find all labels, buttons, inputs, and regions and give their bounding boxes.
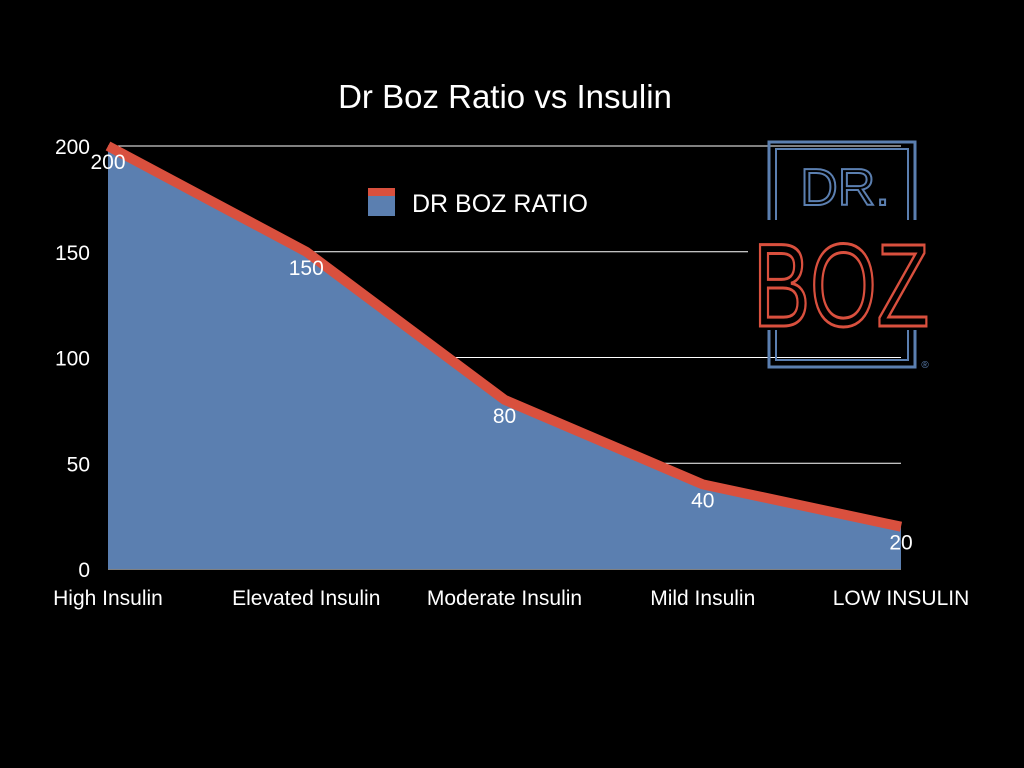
x-tick-label: Moderate Insulin — [427, 587, 582, 610]
logo-text-dr: DR. — [800, 159, 890, 217]
y-tick-label: 200 — [55, 136, 90, 159]
y-tick-label: 50 — [67, 453, 90, 476]
legend-label: DR BOZ RATIO — [412, 190, 588, 218]
x-tick-label: LOW INSULIN — [833, 587, 970, 610]
x-tick-label: Mild Insulin — [650, 587, 755, 610]
legend: DR BOZ RATIO — [368, 188, 588, 218]
chart-title: Dr Boz Ratio vs Insulin — [338, 78, 672, 115]
y-tick-label: 150 — [55, 242, 90, 265]
legend-swatch-line — [368, 188, 395, 196]
data-label: 80 — [493, 405, 516, 428]
x-tick-label: High Insulin — [53, 587, 163, 610]
dr-boz-logo: DR. BOZ ® — [748, 140, 934, 371]
data-label: 40 — [691, 489, 714, 512]
y-tick-label: 100 — [55, 348, 90, 371]
data-label: 200 — [90, 151, 125, 174]
data-label: 20 — [889, 532, 912, 555]
logo-text-boz: BOZ — [753, 220, 929, 352]
y-tick-label: 0 — [78, 559, 90, 582]
x-tick-label: Elevated Insulin — [232, 587, 380, 610]
data-label: 150 — [289, 257, 324, 280]
logo-registered-mark: ® — [921, 360, 929, 371]
logo-frame-gap — [748, 220, 934, 330]
